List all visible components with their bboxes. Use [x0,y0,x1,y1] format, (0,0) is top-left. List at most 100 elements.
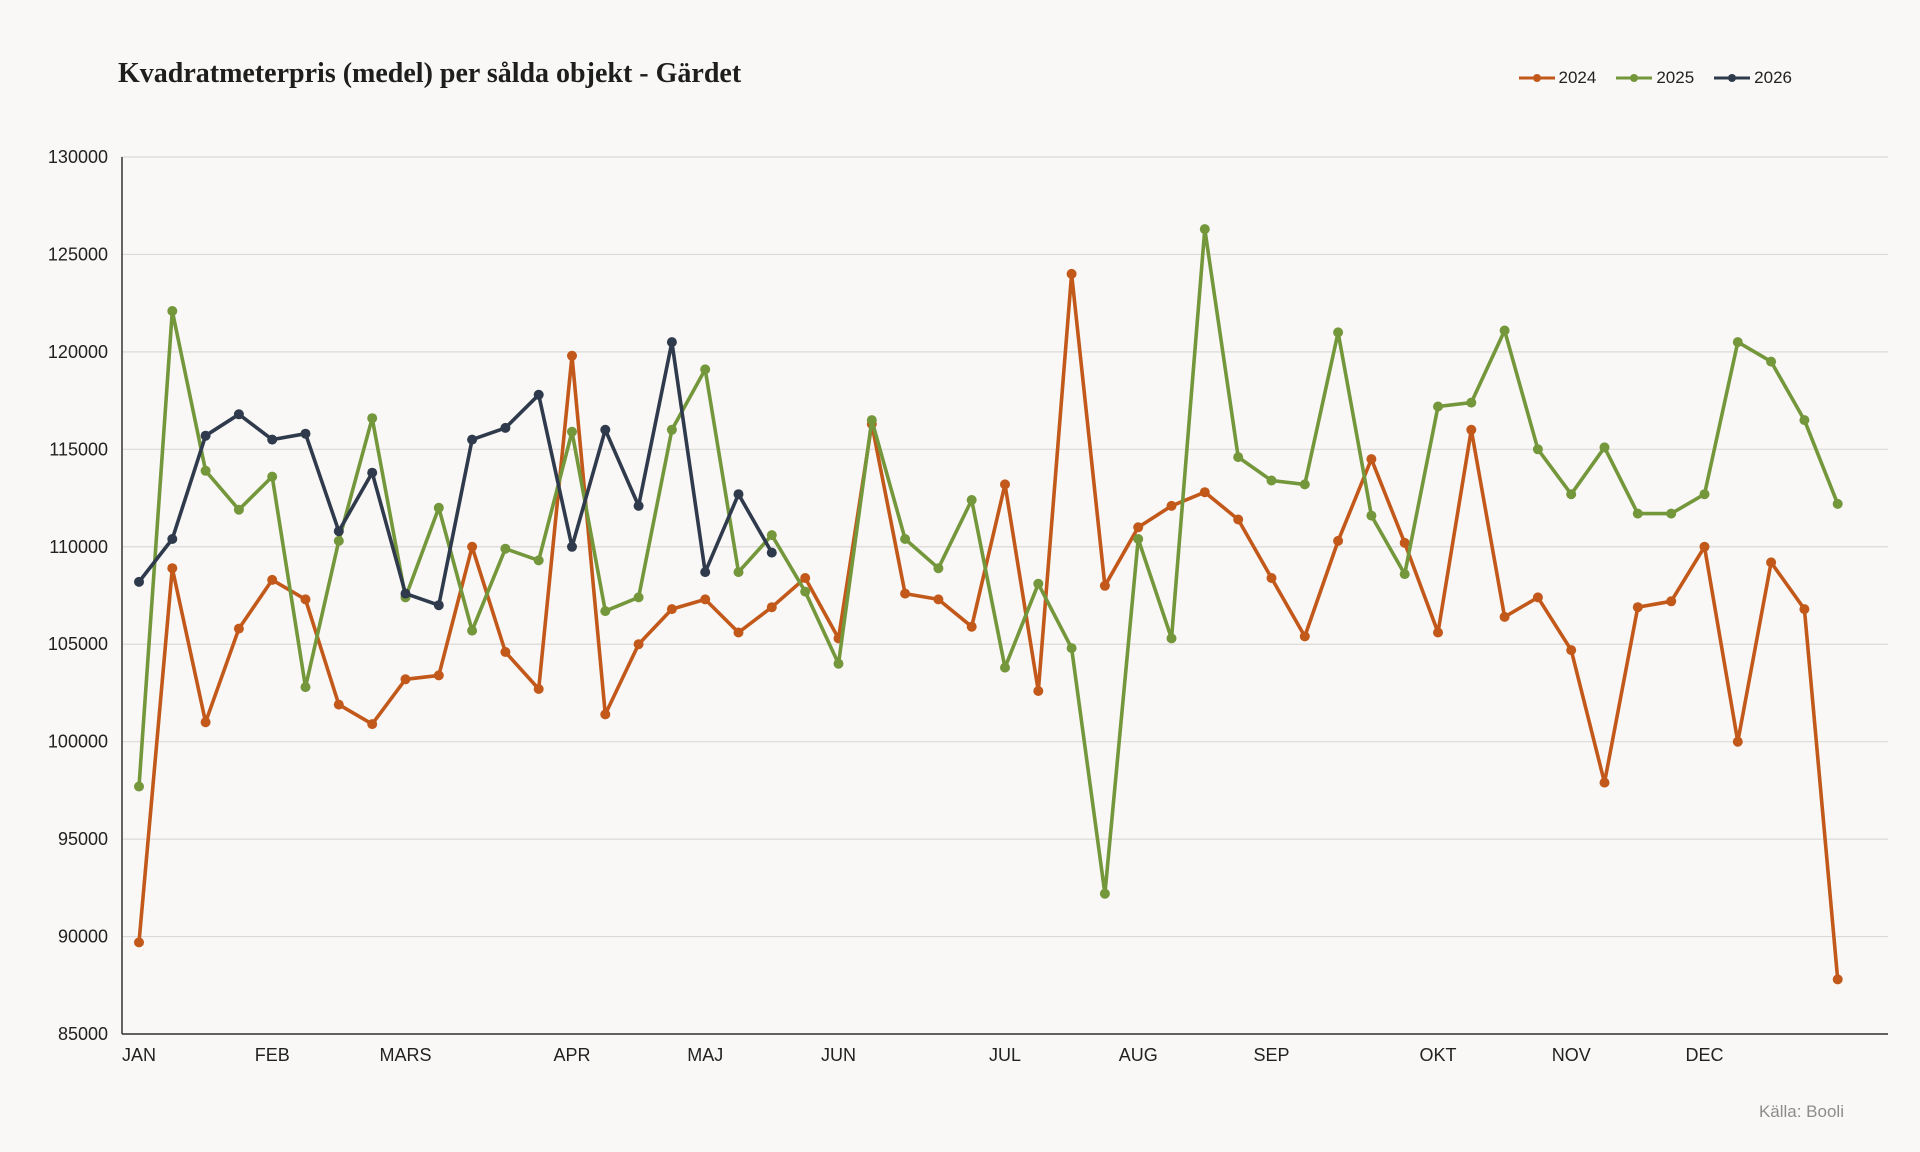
data-point-2026 [500,422,511,433]
data-point-2024 [1066,268,1077,279]
data-point-2024 [1199,487,1210,498]
data-point-2025 [866,415,877,426]
data-point-2024 [1233,514,1244,525]
gridlines [122,156,1888,1035]
data-point-2024 [1499,611,1510,622]
data-point-2024 [233,623,244,634]
data-point-2025 [533,555,544,566]
x-tick-label: JUL [989,1045,1021,1065]
data-point-2025 [1366,510,1377,521]
data-point-2026 [666,337,677,348]
data-point-2024 [1766,557,1777,568]
x-tick-label: SEP [1253,1045,1289,1065]
data-point-2025 [1233,452,1244,463]
data-point-2024 [267,574,278,585]
x-tick-label: NOV [1552,1045,1591,1065]
data-point-2026 [467,434,478,445]
data-point-2024 [467,541,478,552]
chart-title: Kvadratmeterpris (medel) per sålda objek… [118,58,742,89]
data-point-2025 [1599,442,1610,453]
data-point-2025 [567,426,577,437]
data-point-2025 [633,592,644,603]
data-point-2026 [400,588,411,599]
data-point-2025 [367,413,378,424]
data-point-2024 [666,604,677,615]
y-tick-label: 105000 [48,634,108,654]
x-tick-label: JUN [821,1045,856,1065]
data-point-2024 [633,639,644,650]
series-line-2025 [137,227,1840,896]
data-point-2024 [1466,424,1477,435]
data-point-2026 [134,576,144,587]
data-point-2024 [700,594,711,605]
y-tick-label: 120000 [48,342,108,362]
data-point-2026 [367,467,378,478]
data-point-2024 [1632,602,1643,613]
data-point-2026 [233,409,244,420]
series-lines [134,224,1843,985]
data-point-2024 [1399,537,1410,548]
data-point-2024 [500,647,511,657]
legend: 2024 2025 2026 [1518,68,1792,88]
y-tick-label: 110000 [49,537,108,557]
data-point-2026 [333,526,344,537]
data-point-2024 [900,588,911,599]
data-point-2026 [766,547,777,558]
data-point-2024 [367,719,378,730]
data-point-2025 [600,606,611,617]
data-point-2025 [666,424,677,435]
x-tick-label: DEC [1685,1045,1723,1065]
data-point-2025 [733,567,744,578]
data-point-2025 [766,530,777,541]
x-tick-label: OKT [1419,1045,1456,1065]
data-point-2024 [533,684,544,694]
data-point-2025 [134,781,144,792]
series-line-2024 [137,272,1840,980]
data-point-2024 [1799,604,1810,615]
data-point-2025 [1766,356,1777,367]
data-point-2024 [433,670,444,681]
data-point-2025 [800,586,811,597]
data-point-2024 [1666,596,1677,607]
x-tick-label: AUG [1119,1045,1158,1065]
legend-swatch-2026 [1714,74,1751,82]
legend-label-2026: 2026 [1754,68,1792,87]
data-point-2024 [1433,627,1443,638]
data-point-2025 [333,535,344,546]
source-note: Källa: Booli [1758,1102,1844,1121]
data-point-2024 [1832,974,1843,985]
data-point-2024 [300,594,311,605]
data-point-2025 [933,563,944,574]
data-point-2024 [134,937,144,948]
data-point-2025 [1666,508,1677,519]
legend-label-2024: 2024 [1558,68,1597,87]
data-point-2025 [267,471,278,482]
data-point-2025 [1632,508,1643,519]
data-point-2024 [933,594,944,605]
data-point-2024 [766,602,777,613]
data-point-2025 [1732,337,1743,348]
data-point-2024 [1599,777,1610,788]
x-tick-label: MAJ [687,1045,723,1065]
data-point-2026 [300,428,311,439]
data-point-2026 [533,389,544,400]
data-point-2025 [433,502,444,513]
x-tick-label: APR [553,1045,590,1065]
data-point-2025 [1000,662,1010,673]
data-point-2024 [1266,573,1277,583]
x-tick-label: FEB [255,1045,290,1065]
legend-label-2025: 2025 [1656,68,1695,87]
axes: 130000 125000 120000 115000 110000 105000 1000… [48,147,1888,1065]
x-tick-label: JAN [122,1045,156,1065]
data-point-2024 [1000,479,1010,490]
data-point-2025 [167,306,178,316]
data-point-2026 [433,600,444,611]
y-tick-label: 85000 [58,1024,108,1044]
data-point-2024 [1333,535,1344,546]
legend-item-2026: 2026 [1714,68,1792,88]
data-point-2025 [1133,534,1144,544]
data-point-2025 [200,465,211,476]
data-point-2025 [300,682,311,693]
data-point-2024 [733,627,744,638]
